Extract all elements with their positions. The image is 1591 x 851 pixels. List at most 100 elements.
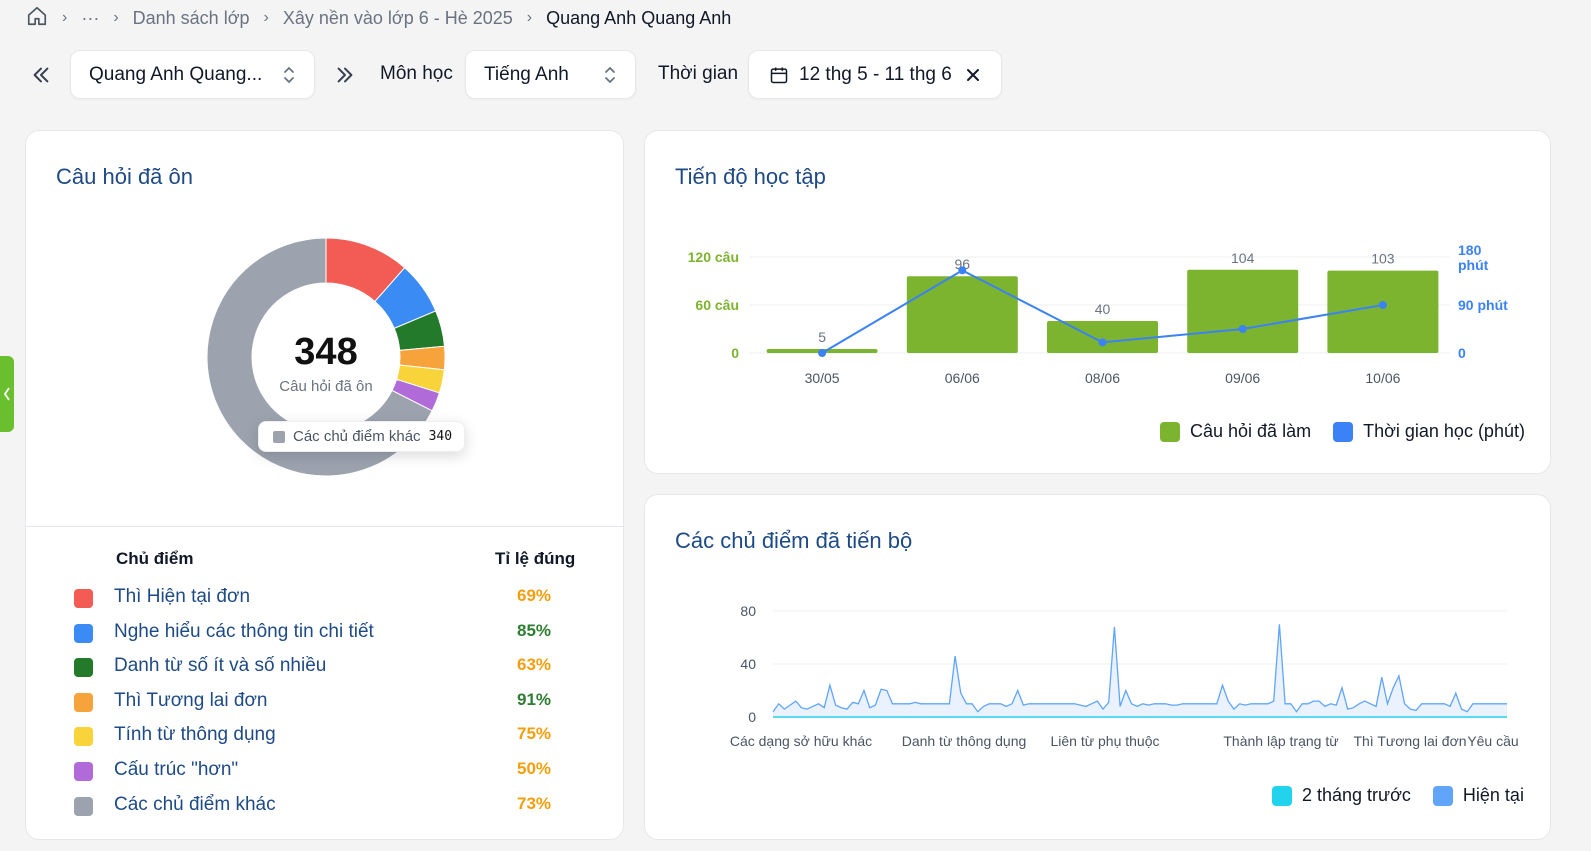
x-axis-tick: Danh từ thông dụng bbox=[902, 733, 1027, 749]
study-time-point[interactable] bbox=[1238, 325, 1247, 333]
chevron-right-icon: › bbox=[526, 9, 533, 26]
date-range-picker[interactable]: 12 thg 5 - 11 thg 6 bbox=[748, 50, 1002, 99]
progress-chart: 120 câu 60 câu 0 180 phút 90 phút 0 5 30/05 96 06/… bbox=[688, 242, 1508, 386]
donut-chart bbox=[206, 237, 446, 477]
x-axis-tick: 30/05 bbox=[805, 370, 840, 386]
student-select[interactable]: Quang Anh Quang... bbox=[70, 50, 315, 99]
bar-value-label: 104 bbox=[1231, 250, 1255, 266]
total-reviewed-label: Câu hỏi đã ôn bbox=[279, 378, 373, 395]
tooltip-swatch bbox=[273, 430, 285, 443]
student-select-value: Quang Anh Quang... bbox=[89, 63, 263, 85]
legend-label-time[interactable]: Thời gian học (phút) bbox=[1363, 421, 1525, 441]
topic-correct-rate: 91% bbox=[517, 689, 552, 709]
legend-swatch-prev bbox=[1272, 785, 1292, 806]
study-time-point[interactable] bbox=[818, 349, 827, 357]
topic-row[interactable]: Các chủ điểm khác 73% bbox=[74, 791, 574, 821]
topic-name: Tính từ thông dụng bbox=[114, 724, 276, 746]
filter-bar: Quang Anh Quang... Môn học Tiếng Anh Thờ… bbox=[0, 50, 1100, 100]
side-panel-toggle[interactable] bbox=[0, 356, 14, 432]
tooltip-value: 340 bbox=[428, 429, 453, 444]
chevron-up-down-icon bbox=[284, 66, 294, 84]
topic-row[interactable]: Cấu trúc "hơn" 50% bbox=[74, 756, 574, 786]
topic-correct-rate: 50% bbox=[517, 759, 552, 778]
rate-column-header: Tỉ lệ đúng bbox=[495, 549, 576, 568]
learning-progress-card: Tiến độ học tập 120 câu 60 câu 0 180 phút 90 … bbox=[644, 130, 1551, 474]
progress-bar[interactable] bbox=[1327, 270, 1439, 353]
subject-select-value: Tiếng Anh bbox=[484, 63, 569, 85]
topic-row[interactable]: Tính từ thông dụng 75% bbox=[74, 721, 574, 751]
topic-correct-rate: 75% bbox=[517, 724, 552, 744]
home-icon[interactable] bbox=[26, 5, 48, 32]
subject-label: Môn học bbox=[380, 63, 453, 84]
progress-bar[interactable] bbox=[906, 276, 1018, 353]
right-axis-tick: 90 phút bbox=[1458, 297, 1508, 313]
breadcrumb-course[interactable]: Xây nền vào lớp 6 - Hè 2025 bbox=[282, 7, 513, 28]
x-axis-tick: Liên từ phụ thuộc bbox=[1050, 733, 1159, 749]
time-label: Thời gian bbox=[658, 63, 739, 84]
left-axis-tick: 0 bbox=[731, 345, 739, 361]
current-line bbox=[772, 624, 1507, 713]
x-axis-tick: Thì Tương lai đơn bbox=[1353, 733, 1466, 749]
chevron-right-icon: › bbox=[113, 9, 119, 26]
bar-value-label: 40 bbox=[1095, 301, 1111, 317]
x-axis-tick: Các dạng sở hữu khác bbox=[730, 733, 872, 749]
legend-label-now[interactable]: Hiện tại bbox=[1462, 785, 1524, 805]
topic-correct-rate: 63% bbox=[517, 655, 552, 675]
x-axis-tick: 10/06 bbox=[1365, 370, 1400, 386]
breadcrumb: › ··· › Danh sách lớp › Xây nền vào lớp … bbox=[26, 6, 731, 30]
card-title: Câu hỏi đã ôn bbox=[56, 164, 193, 189]
breadcrumb-class-list[interactable]: Danh sách lớp bbox=[132, 7, 250, 28]
subject-select[interactable]: Tiếng Anh bbox=[465, 50, 636, 99]
topic-correct-rate: 85% bbox=[517, 620, 552, 640]
legend-swatch-now bbox=[1432, 785, 1453, 806]
current-area bbox=[773, 624, 1507, 717]
study-time-point[interactable] bbox=[1378, 301, 1387, 309]
topic-row[interactable]: Thì Hiện tại đơn 69% bbox=[74, 583, 574, 613]
topic-name: Danh từ số ít và số nhiều bbox=[114, 655, 327, 677]
topic-color-swatch bbox=[74, 796, 93, 816]
calendar-icon bbox=[770, 67, 788, 83]
topic-row[interactable]: Nghe hiểu các thông tin chi tiết 85% bbox=[74, 618, 574, 648]
card-title: Tiến độ học tập bbox=[675, 164, 826, 189]
bar-value-label: 96 bbox=[955, 256, 971, 272]
left-axis-tick: 60 câu bbox=[695, 297, 739, 313]
study-time-point[interactable] bbox=[958, 266, 967, 275]
divider bbox=[26, 526, 623, 527]
breadcrumb-more[interactable]: ··· bbox=[81, 7, 100, 28]
improved-topics-chart: 80 40 0 Các dạng sở hữu khác Danh từ thông d… bbox=[730, 603, 1519, 749]
legend-label-questions[interactable]: Câu hỏi đã làm bbox=[1190, 421, 1312, 441]
legend-swatch-time bbox=[1333, 421, 1354, 442]
topic-color-swatch bbox=[74, 762, 93, 781]
topic-name: Các chủ điểm khác bbox=[114, 793, 276, 815]
y-axis-tick: 0 bbox=[748, 709, 756, 725]
topic-color-swatch bbox=[74, 658, 93, 678]
total-reviewed-count: 348 bbox=[294, 331, 358, 373]
bar-value-label: 5 bbox=[818, 329, 826, 345]
study-time-point[interactable] bbox=[1098, 338, 1107, 347]
left-axis-tick: 120 câu bbox=[688, 249, 739, 265]
progress-bar[interactable] bbox=[1187, 269, 1299, 353]
topic-row[interactable]: Thì Tương lai đơn 91% bbox=[74, 687, 574, 717]
y-axis-tick: 80 bbox=[740, 603, 756, 619]
topic-name: Nghe hiểu các thông tin chi tiết bbox=[114, 620, 374, 642]
topic-color-swatch bbox=[74, 589, 93, 608]
topic-name: Cấu trúc "hơn" bbox=[114, 759, 239, 780]
reviewed-questions-card: Câu hỏi đã ôn 348 Câu hỏi đã ôn Các chủ … bbox=[25, 130, 624, 840]
chevron-left-icon bbox=[3, 387, 10, 401]
breadcrumb-current: Quang Anh Quang Anh bbox=[546, 7, 732, 28]
clear-icon[interactable] bbox=[966, 68, 980, 82]
right-axis-tick: 180 phút bbox=[1458, 242, 1489, 273]
chevron-up-down-icon bbox=[605, 66, 615, 84]
topic-color-swatch bbox=[74, 623, 93, 643]
x-axis-tick: Thành lập trạng từ bbox=[1223, 733, 1338, 749]
date-range-value: 12 thg 5 - 11 thg 6 bbox=[799, 63, 952, 85]
legend-label-prev[interactable]: 2 tháng trước bbox=[1302, 785, 1411, 805]
next-student-icon[interactable] bbox=[332, 62, 358, 88]
topic-color-swatch bbox=[74, 692, 93, 712]
x-axis-tick: 09/06 bbox=[1225, 370, 1260, 386]
previous-student-icon[interactable] bbox=[28, 62, 54, 88]
x-axis-tick: 06/06 bbox=[945, 370, 980, 386]
progress-bar[interactable] bbox=[1047, 321, 1158, 353]
chevron-right-icon: › bbox=[263, 9, 269, 26]
topic-row[interactable]: Danh từ số ít và số nhiều 63% bbox=[74, 652, 574, 682]
